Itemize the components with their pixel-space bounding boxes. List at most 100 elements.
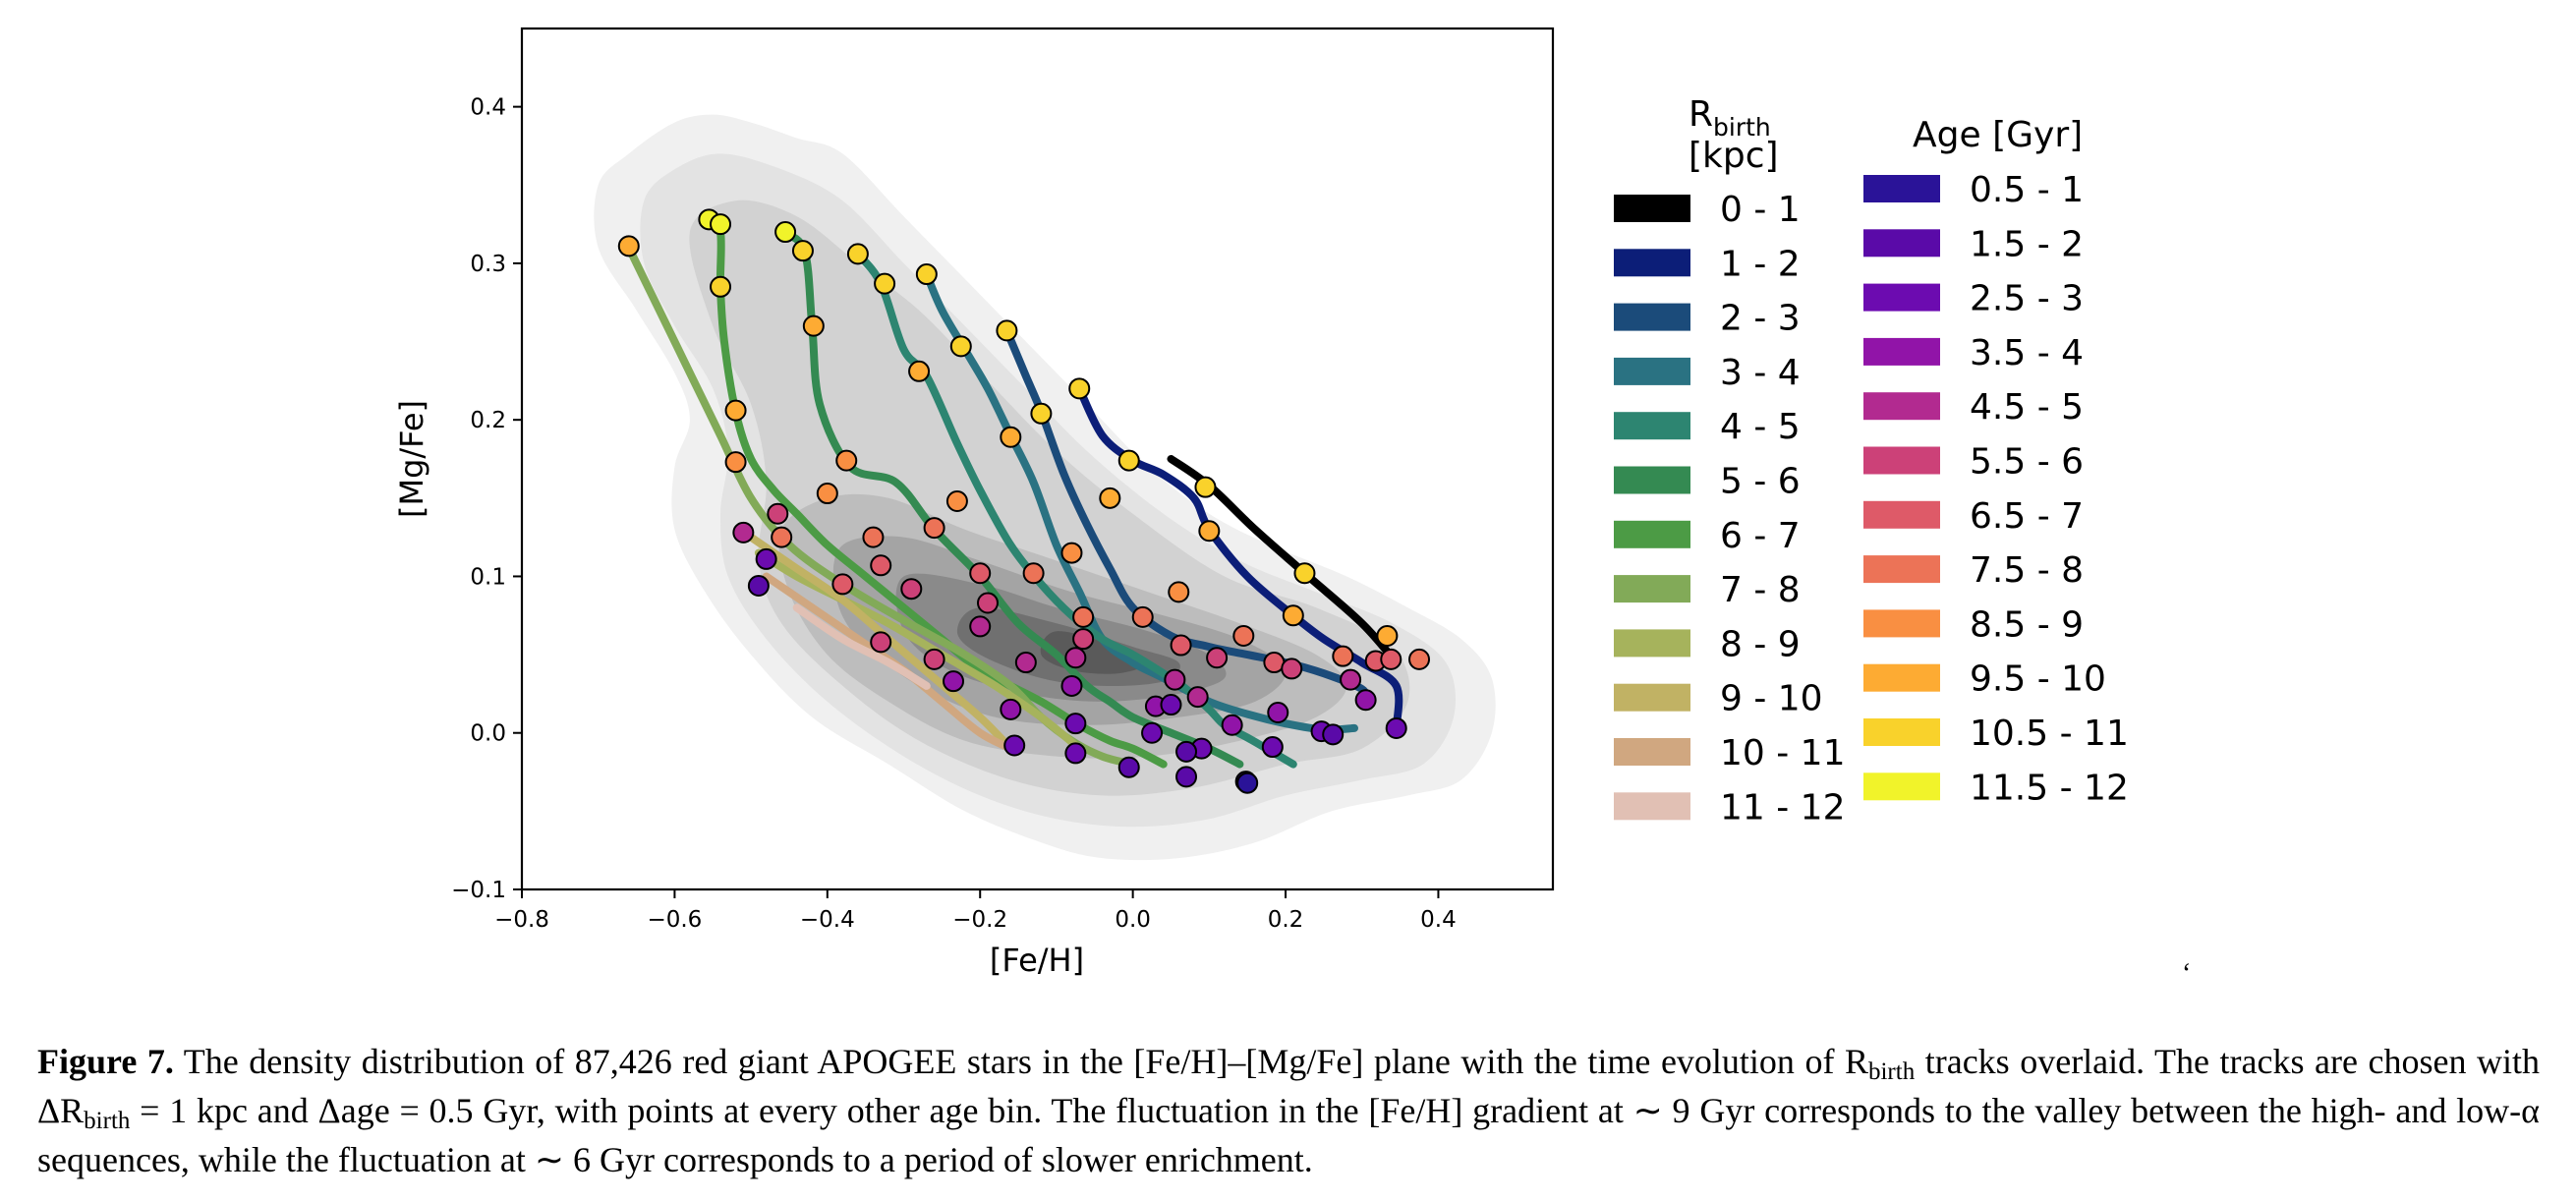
age-point <box>1322 723 1345 746</box>
age-point <box>1175 740 1198 763</box>
age-point <box>862 526 885 548</box>
legend-swatch <box>1863 229 1940 257</box>
age-point <box>1267 702 1289 724</box>
age-point <box>724 399 747 422</box>
age-point <box>1000 698 1022 720</box>
legend-entry-label: 2.5 - 3 <box>1970 279 2084 319</box>
legend-swatch <box>1863 283 1940 312</box>
x-tick-label: 0.0 <box>1115 907 1151 933</box>
y-tick-label: −0.1 <box>451 878 506 903</box>
age-point <box>1064 742 1087 765</box>
legend-entry-label: 8 - 9 <box>1720 624 1801 664</box>
age-point <box>802 315 825 337</box>
rbirth-track-line <box>754 548 1084 753</box>
legend-entry-label: 7 - 8 <box>1720 570 1801 610</box>
age-point <box>949 335 972 358</box>
age-point <box>1164 668 1186 691</box>
age-point <box>945 490 968 513</box>
age-point <box>774 221 797 244</box>
age-point <box>1131 605 1154 628</box>
caption-part2: tracks overlaid. The tracks are chosen w… <box>37 1042 2540 1130</box>
age-point <box>969 615 992 638</box>
legend-entry-label: 9.5 - 10 <box>1970 659 2106 700</box>
y-tick-label: 0.1 <box>470 564 506 590</box>
age-point <box>755 547 777 570</box>
age-point <box>1232 624 1255 647</box>
age-point <box>923 517 945 540</box>
legend-entry-label: 5.5 - 6 <box>1970 442 2084 483</box>
age-point <box>710 275 732 298</box>
age-point <box>1380 648 1402 670</box>
caption-sub1: birth <box>1867 1058 1916 1085</box>
legend-swatch <box>1614 303 1690 331</box>
age-point <box>1000 426 1022 448</box>
figure-caption: Figure 7. The density distribution of 87… <box>37 1037 2540 1184</box>
age-point <box>1170 634 1192 657</box>
age-point <box>1068 377 1091 400</box>
rbirth-legend-title-unit: [kpc] <box>1689 136 1779 176</box>
age-point <box>1072 628 1095 651</box>
age-point <box>1117 449 1140 472</box>
caption-sub2: birth <box>84 1108 131 1134</box>
y-axis-label: [Mg/Fe] <box>393 400 430 518</box>
legend-swatch <box>1863 446 1940 475</box>
legend-entry-label: 4.5 - 5 <box>1970 387 2084 428</box>
age-point <box>1206 647 1229 669</box>
caption-part3: = 1 kpc and Δage = 0.5 Gyr, with points … <box>37 1091 2540 1179</box>
legend-swatch <box>1863 337 1940 366</box>
rbirth-legend: Rbirth [kpc] 0 - 1 1 - 2 2 - 3 3 - 4 4 - 5 5 … <box>1614 94 1846 828</box>
legend-swatch <box>1614 792 1690 821</box>
age-point <box>1385 716 1407 739</box>
age-point <box>1293 562 1316 585</box>
age-point <box>831 573 854 596</box>
y-tick-label: 0.3 <box>470 252 506 277</box>
age-point <box>771 526 793 548</box>
age-point <box>900 578 923 600</box>
age-point <box>767 502 789 525</box>
age-point <box>1175 766 1198 788</box>
legend-swatch <box>1863 500 1940 529</box>
age-point <box>1072 605 1095 628</box>
legend-swatch <box>1863 175 1940 202</box>
legend-swatch <box>1614 412 1690 440</box>
age-point <box>1022 562 1045 585</box>
legend-swatch <box>1863 392 1940 421</box>
legend-entry-label: 0.5 - 1 <box>1970 170 2084 210</box>
age-point <box>915 263 938 286</box>
legend-entry-label: 6 - 7 <box>1720 516 1801 556</box>
stray-mark: ‘ <box>2182 958 2192 989</box>
legend-entry-label: 6.5 - 7 <box>1970 496 2084 537</box>
age-point <box>1060 674 1083 697</box>
legend-entry-label: 5 - 6 <box>1720 462 1801 502</box>
age-point <box>996 319 1018 342</box>
age-point <box>1060 542 1083 564</box>
figure-7-chart: −0.8 −0.6 −0.4 −0.2 0.0 0.2 0.4 −0.1 0.0 0.1 0.2 0… <box>393 27 2129 979</box>
legend-entry-label: 11 - 12 <box>1720 787 1846 828</box>
age-point <box>923 648 945 670</box>
legend-entry-label: 9 - 10 <box>1720 679 1823 719</box>
age-point <box>1281 658 1303 680</box>
age-point <box>846 243 869 265</box>
age-point <box>1354 689 1377 712</box>
plot-frame <box>520 27 1555 891</box>
age-point <box>1194 476 1217 498</box>
age-point <box>724 451 747 474</box>
x-tick-label: 0.2 <box>1268 907 1304 933</box>
age-point <box>908 360 931 382</box>
legend-entry-label: 3 - 4 <box>1720 353 1801 393</box>
age-point <box>1221 714 1243 736</box>
age-point <box>1408 648 1431 670</box>
age-point <box>1141 721 1164 744</box>
age-point <box>1030 402 1053 425</box>
age-point <box>710 213 732 236</box>
caption-figure-label: Figure 7. <box>37 1042 174 1081</box>
legend-entry-label: 10.5 - 11 <box>1970 714 2129 754</box>
age-point <box>1168 581 1190 603</box>
legend-swatch <box>1863 609 1940 638</box>
age-point <box>1198 520 1221 543</box>
legend-swatch <box>1614 575 1690 603</box>
rbirth-legend-title: Rbirth <box>1689 94 1771 142</box>
rbirth-track-line <box>792 603 931 690</box>
age-point <box>1376 624 1399 647</box>
legend-entry-label: 11.5 - 12 <box>1970 768 2129 808</box>
